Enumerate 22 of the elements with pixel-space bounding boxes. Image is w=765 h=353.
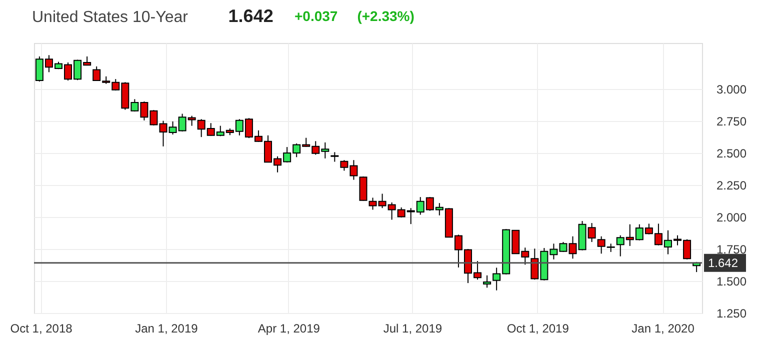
- x-tick-label: Oct 1, 2018: [10, 322, 73, 336]
- y-tick-label: 2.500: [716, 146, 747, 161]
- candlestick: [483, 274, 492, 288]
- chart-title: United States 10-Year: [32, 9, 189, 26]
- x-tick-label: Jan 1, 2019: [135, 322, 198, 336]
- x-tick-label: Jul 1, 2019: [383, 322, 442, 336]
- y-tick-label: 1.250: [716, 306, 747, 320]
- x-tick-label: Oct 1, 2019: [506, 322, 570, 336]
- y-tick-label: 2.250: [716, 178, 747, 193]
- candlestick: [359, 176, 368, 202]
- ref-line-label: 1.642: [708, 256, 738, 270]
- y-tick-label: 3.000: [716, 82, 747, 97]
- y-tick-label: 1.750: [716, 242, 747, 257]
- y-tick-label: 1.500: [716, 274, 747, 289]
- y-tick-label: 2.750: [716, 114, 747, 129]
- text: (+2.33%): [357, 8, 414, 24]
- candlestick: [330, 152, 339, 162]
- text: 1.642: [228, 6, 274, 26]
- x-tick-label: Apr 1, 2019: [258, 322, 320, 336]
- y-tick-label: 2.000: [716, 210, 747, 225]
- text: +0.037: [294, 8, 338, 24]
- x-tick-label: Jan 1, 2020: [632, 322, 695, 336]
